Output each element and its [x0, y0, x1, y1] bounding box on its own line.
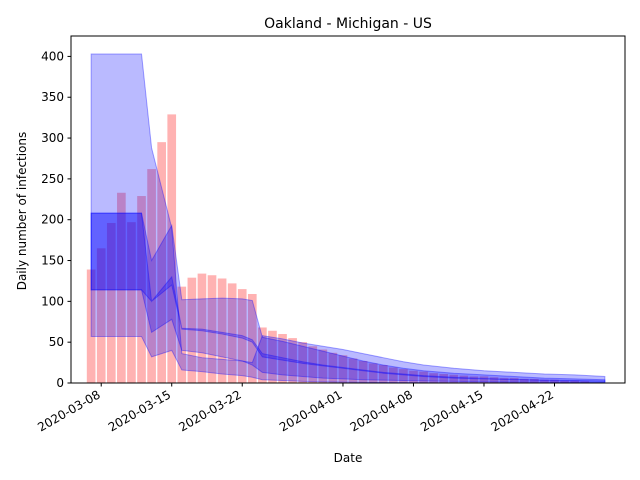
chart-title: Oakland - Michigan - US [264, 16, 432, 32]
bar [298, 342, 308, 383]
bar [147, 169, 156, 383]
bar [449, 374, 459, 383]
bar [540, 379, 549, 383]
bar [439, 374, 449, 383]
bar [207, 275, 217, 383]
bar [509, 378, 519, 383]
bar [96, 248, 106, 383]
bar [388, 367, 398, 383]
bar [137, 196, 146, 383]
bar [187, 277, 197, 383]
bar [328, 352, 338, 383]
bar [197, 273, 207, 383]
bar [519, 378, 529, 383]
y-axis-label: Daily number of infections [15, 132, 29, 291]
bar [489, 377, 499, 383]
x-tick-label: 2020-04-01 [277, 387, 344, 434]
bar [106, 222, 116, 383]
bar [217, 278, 227, 383]
bar [479, 376, 489, 383]
confidence-band [90, 212, 606, 382]
y-tick-label: 400 [41, 49, 64, 63]
bar [288, 338, 297, 383]
bar-series [86, 114, 590, 384]
bar [258, 327, 267, 383]
bar [308, 346, 318, 383]
bar [318, 349, 328, 383]
bar [338, 355, 348, 383]
x-axis-label: Date [334, 451, 363, 465]
bar [177, 286, 187, 383]
x-tick-label: 2020-03-08 [35, 387, 102, 434]
y-tick-label: 150 [41, 254, 64, 268]
bar [550, 379, 559, 383]
x-tick-label: 2020-04-22 [489, 387, 556, 434]
bar [86, 269, 96, 383]
bar [378, 365, 388, 383]
x-tick-label: 2020-04-08 [348, 387, 415, 434]
bar [560, 380, 569, 383]
confidence-band [90, 53, 606, 384]
y-tick-label: 250 [41, 172, 64, 186]
bar [127, 222, 136, 383]
bar [459, 375, 469, 383]
y-tick-label: 0 [56, 376, 64, 390]
y-tick-label: 300 [41, 131, 64, 145]
x-tick-label: 2020-03-22 [176, 387, 243, 434]
bar [399, 369, 408, 383]
bar [268, 330, 277, 383]
bar [278, 334, 287, 383]
bar [499, 378, 509, 383]
axes-frame [70, 35, 626, 384]
y-tick-label: 350 [41, 90, 64, 104]
bar [580, 381, 590, 383]
y-tick-label: 200 [41, 213, 64, 227]
bar [368, 363, 378, 383]
bar [348, 358, 358, 383]
x-tick-label: 2020-04-15 [418, 387, 485, 434]
bar [167, 114, 177, 384]
y-tick-label: 100 [41, 294, 64, 308]
bar [117, 192, 126, 383]
bar [247, 294, 257, 383]
bar [409, 370, 418, 383]
y-tick-label: 50 [49, 335, 64, 349]
bar [237, 289, 247, 383]
bar [570, 380, 579, 383]
bar [157, 142, 166, 383]
bar [419, 371, 428, 383]
bar [358, 360, 368, 383]
bar [530, 378, 539, 383]
bar [227, 283, 237, 383]
band-series [90, 53, 606, 384]
bar [469, 376, 479, 383]
x-tick-label: 2020-03-15 [106, 387, 173, 434]
bar [429, 373, 438, 383]
